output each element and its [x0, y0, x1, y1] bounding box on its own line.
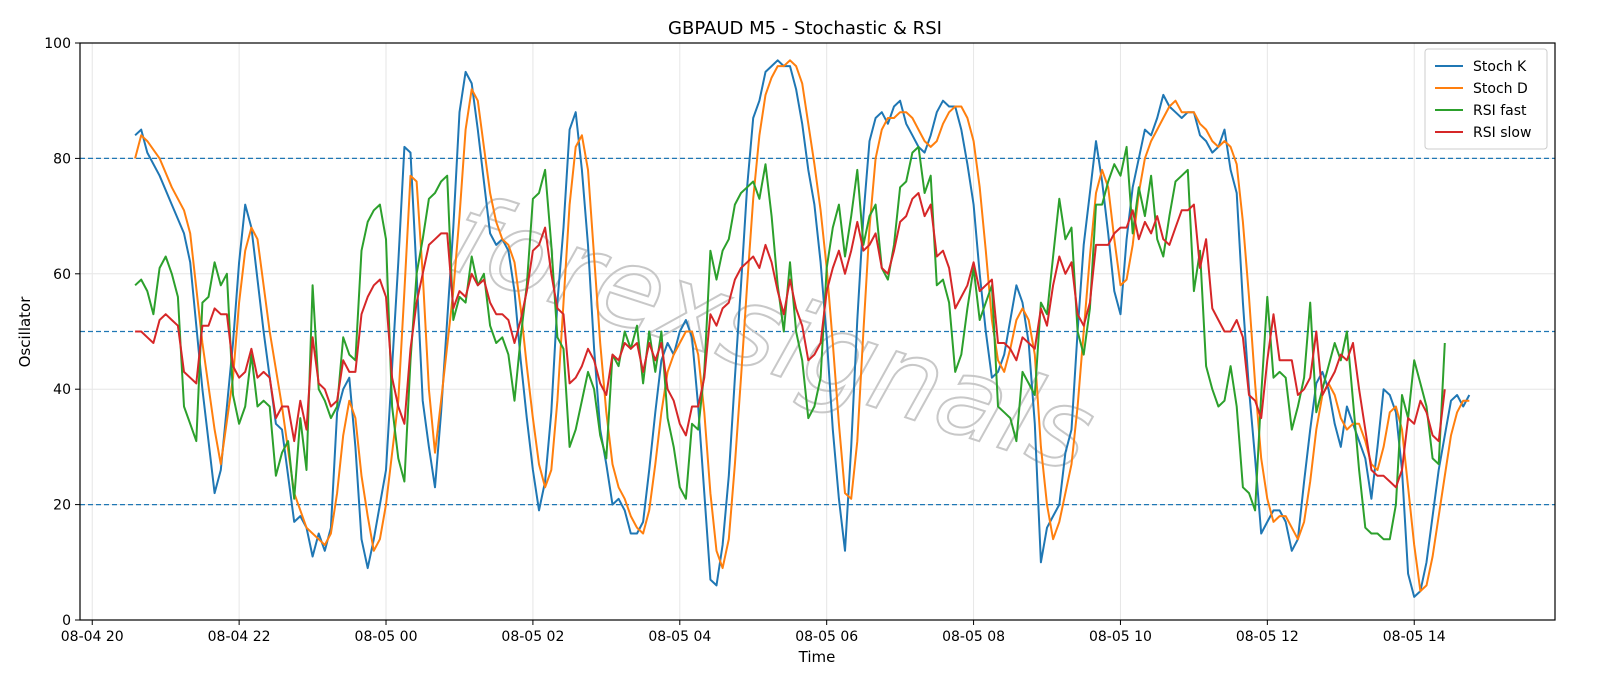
y-tick-label: 100	[44, 36, 71, 52]
x-tick-label: 08-05 02	[501, 629, 564, 645]
legend-label: Stoch D	[1473, 81, 1528, 97]
legend-label: RSI slow	[1473, 125, 1531, 141]
plot-frame	[79, 42, 1556, 621]
x-tick-label: 08-05 14	[1383, 629, 1446, 645]
axes: 0 20 40 60 80 100 08-04 20 08-04 22 08-05 00 08-0…	[44, 36, 1446, 645]
y-tick-label: 0	[62, 613, 71, 629]
y-axis-title: Oscillator	[16, 296, 34, 368]
x-tick-label: 08-05 00	[355, 629, 418, 645]
x-tick-label: 08-04 22	[208, 629, 271, 645]
series-line-rsi-fast	[134, 145, 1446, 541]
legend: Stoch K Stoch D RSI fast RSI slow	[1424, 48, 1548, 150]
y-tick-label: 60	[53, 267, 71, 283]
series-line-rsi-slow	[135, 192, 1446, 489]
x-tick-label: 08-05 08	[942, 629, 1005, 645]
x-tick-label: 08-05 04	[648, 629, 711, 645]
series-lines	[134, 59, 1471, 598]
y-tick-label: 40	[53, 382, 71, 398]
x-axis-title: Time	[798, 648, 836, 666]
legend-box	[1424, 48, 1548, 150]
x-tick-label: 08-05 10	[1089, 629, 1152, 645]
y-tick-label: 20	[53, 498, 71, 514]
y-tick-label: 80	[53, 151, 71, 167]
chart-title: GBPAUD M5 - Stochastic & RSI	[668, 18, 942, 39]
legend-label: Stoch K	[1473, 59, 1527, 75]
reference-lines	[80, 157, 1555, 506]
legend-label: RSI fast	[1473, 103, 1527, 119]
x-tick-label: 08-05 12	[1236, 629, 1299, 645]
x-tick-label: 08-04 20	[61, 629, 124, 645]
x-tick-label: 08-05 06	[795, 629, 858, 645]
